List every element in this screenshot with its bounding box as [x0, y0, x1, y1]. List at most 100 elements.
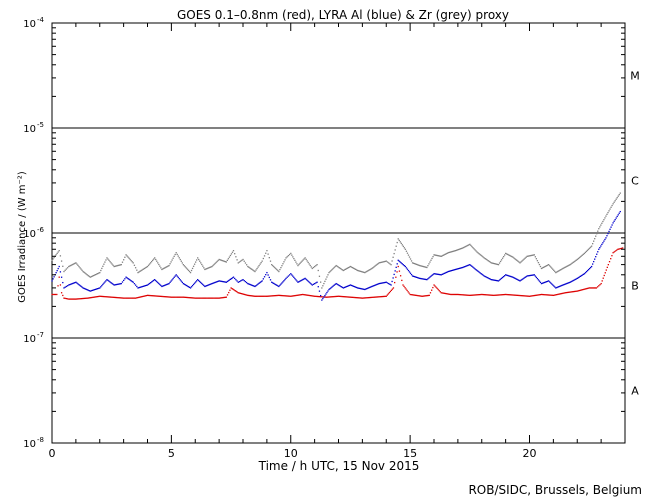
data-point — [476, 251, 478, 253]
data-point — [153, 258, 155, 260]
data-point — [514, 294, 517, 296]
data-point — [374, 265, 376, 267]
data-point — [495, 263, 498, 265]
data-point — [78, 265, 80, 268]
data-point — [463, 294, 466, 296]
data-point — [348, 266, 351, 268]
data-point — [429, 292, 432, 294]
data-point — [154, 295, 156, 297]
data-point — [447, 293, 450, 295]
data-point — [455, 268, 458, 270]
data-point — [543, 281, 546, 284]
data-point — [106, 257, 108, 259]
data-point — [268, 276, 270, 279]
data-point — [455, 293, 457, 296]
data-point — [75, 262, 77, 264]
data-point — [540, 293, 543, 296]
data-point — [399, 241, 401, 243]
data-point — [451, 293, 453, 296]
data-point — [533, 254, 535, 256]
data-point — [51, 280, 53, 282]
data-point — [325, 293, 327, 295]
data-point — [469, 243, 471, 246]
data-point — [350, 284, 353, 287]
data-point — [144, 295, 147, 297]
data-point — [444, 292, 447, 295]
data-point — [510, 275, 512, 278]
data-point — [482, 256, 484, 258]
data-point — [438, 273, 440, 276]
data-point — [202, 283, 204, 286]
data-point — [202, 265, 204, 267]
data-point — [420, 295, 422, 297]
data-point — [389, 290, 392, 293]
data-point — [444, 272, 446, 274]
data-point — [565, 283, 567, 285]
data-point — [235, 290, 237, 293]
data-point — [582, 273, 585, 276]
data-point — [58, 265, 60, 268]
data-point — [346, 285, 349, 287]
data-point — [184, 266, 187, 268]
data-point — [619, 248, 621, 250]
data-point — [466, 245, 468, 247]
data-point — [328, 271, 330, 274]
data-point — [535, 258, 538, 260]
data-point — [485, 294, 487, 296]
data-point — [123, 297, 125, 299]
data-point — [437, 255, 439, 257]
data-point — [354, 286, 357, 288]
data-point — [611, 204, 613, 207]
data-point — [295, 261, 297, 263]
data-point — [146, 294, 149, 297]
data-point — [480, 254, 482, 257]
data-point — [291, 274, 293, 276]
data-point — [166, 266, 168, 268]
data-point — [57, 267, 59, 270]
data-point — [524, 276, 526, 279]
data-point — [434, 273, 436, 275]
data-point — [130, 297, 132, 299]
data-point — [90, 290, 92, 292]
data-point — [432, 286, 434, 289]
data-point — [398, 260, 400, 262]
data-point — [68, 284, 70, 286]
data-point — [243, 260, 245, 262]
data-point — [477, 252, 479, 254]
data-point — [190, 269, 193, 272]
data-point — [286, 256, 288, 258]
data-point — [231, 287, 233, 290]
data-point — [571, 291, 573, 293]
data-point — [587, 248, 590, 250]
data-point — [103, 263, 105, 265]
data-point — [267, 274, 269, 276]
data-point — [459, 293, 461, 296]
data-point — [205, 285, 207, 287]
data-point — [566, 265, 568, 267]
data-point — [557, 286, 559, 288]
data-point — [178, 277, 180, 280]
data-point — [107, 279, 109, 282]
data-point — [359, 297, 361, 299]
data-point — [143, 285, 146, 287]
data-point — [243, 279, 245, 282]
data-point — [166, 283, 168, 286]
data-point — [156, 280, 158, 283]
data-point — [597, 251, 599, 253]
data-point — [347, 296, 349, 298]
data-point — [411, 294, 413, 296]
data-point — [495, 294, 497, 296]
x-tick-label: 15 — [403, 447, 417, 460]
data-point — [99, 287, 101, 289]
data-point — [394, 249, 396, 251]
data-point — [614, 200, 616, 202]
data-point — [105, 259, 107, 261]
data-point — [337, 295, 340, 297]
data-point — [564, 292, 567, 294]
data-point — [602, 277, 604, 279]
data-point — [187, 269, 190, 271]
data-point — [170, 280, 172, 282]
data-point — [126, 297, 128, 299]
data-point — [280, 283, 282, 285]
data-point — [457, 293, 459, 296]
